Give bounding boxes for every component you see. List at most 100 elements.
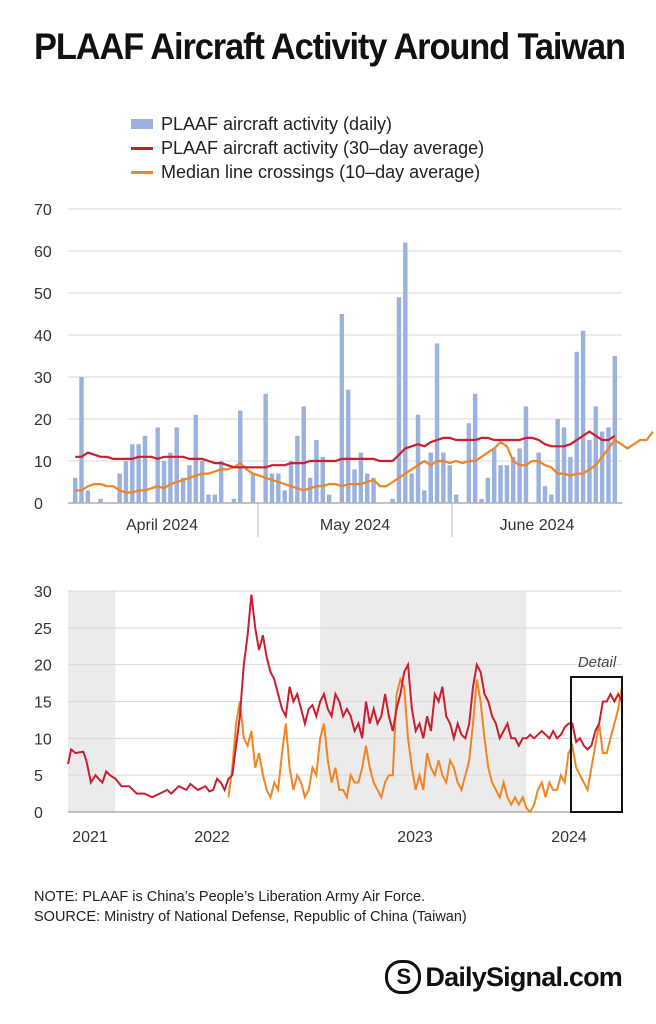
detail-box [570,676,623,813]
daily-bar [396,297,402,503]
legend-item-daily: PLAAF aircraft activity (daily) [131,112,484,136]
legend-item-median: Median line crossings (10–day average) [131,160,484,184]
daily-bar [485,477,491,503]
avg30-line [75,430,616,469]
daily-bar [580,330,586,503]
y-tick-label: 40 [34,328,52,345]
daily-bar [85,490,91,503]
daily-bar [161,461,167,503]
daily-bar [517,448,522,503]
daily-bar [453,494,459,503]
daily-bar [339,314,345,503]
daily-bar [390,498,395,503]
month-label: June 2024 [500,517,575,534]
daily-bar [250,473,256,503]
daily-bar [428,452,433,503]
daily-signal-logo: S DailySignal.com [385,960,623,994]
daily-bar [409,473,414,503]
footnote: NOTE: PLAAF is China’s People’s Liberati… [34,887,467,927]
daily-bar [549,494,554,503]
daily-bar [320,456,326,503]
legend-swatch-daily [131,119,153,129]
daily-bar [574,351,579,503]
daily-bar [282,490,287,503]
daily-bar [180,477,186,503]
daily-bar [466,423,472,503]
daily-bar [587,440,592,503]
legend: PLAAF aircraft activity (daily) PLAAF ai… [131,112,484,184]
daily-bar [504,465,510,503]
y-tick-label: 30 [34,584,52,601]
y-tick-label: 20 [34,412,52,429]
median-line [75,430,654,494]
daily-bar [142,435,148,503]
daily-bar [568,456,573,503]
daily-bar [187,465,192,503]
daily-bar [447,465,452,503]
daily-bar [269,473,275,503]
daily-bar [326,494,332,503]
y-tick-label: 20 [34,658,52,675]
y-tick-label: 70 [34,202,52,219]
daily-activity-chart: 0 10 20 30 40 50 60 70 April 2024 May 2024 June 20… [34,202,654,537]
daily-bar [276,473,281,503]
longterm-activity-chart: 0 5 10 15 20 25 30 Detail 2021 2022 2023 2024 [34,584,623,846]
daily-bar [314,440,319,503]
x-tick-label: 2024 [551,829,587,846]
daily-bar [295,435,300,503]
daily-bar [434,343,440,503]
daily-bar [606,427,611,503]
month-label: May 2024 [320,517,390,534]
y-tick-label: 0 [34,496,43,513]
y-tick-label: 10 [34,454,52,471]
daily-bar [358,452,364,503]
legend-swatch-avg30 [131,146,153,150]
y-tick-label: 25 [34,621,52,638]
daily-bar [155,427,160,503]
daily-bar [168,452,173,503]
daily-bar [599,431,605,503]
x-tick-label: 2023 [397,829,433,846]
daily-bar [498,465,503,503]
daily-bar [263,393,268,503]
daily-bar [212,494,218,503]
daily-bar [199,461,205,503]
daily-bar [612,356,618,503]
y-tick-label: 50 [34,286,52,303]
daily-bar [117,473,122,503]
median-longterm-line [227,676,623,814]
daily-bar [555,419,560,503]
legend-swatch-median [131,170,153,174]
daily-bar [123,461,129,503]
daily-bar [238,410,243,503]
y-tick-label: 60 [34,244,52,261]
daily-bar [218,461,224,503]
y-tick-label: 15 [34,695,52,712]
daily-bar [472,393,478,503]
logo-mark: S [385,960,422,994]
daily-bar [345,389,351,503]
legend-label-median: Median line crossings (10–day average) [161,161,481,182]
legend-label-daily: PLAAF aircraft activity (daily) [161,113,393,134]
daily-bar [206,494,211,503]
daily-bar [231,498,237,503]
daily-bar [130,444,135,503]
logo-text: DailySignal.com [425,961,622,992]
daily-bar [479,498,484,503]
daily-bar [174,427,179,503]
avg30-longterm-line [67,594,623,799]
daily-bar [72,477,78,503]
daily-bar [561,427,567,503]
y-tick-label: 30 [34,370,52,387]
daily-bar [307,477,313,503]
daily-bar [542,486,548,503]
daily-bar [288,461,294,503]
daily-bar [422,490,427,503]
daily-bar [536,452,541,503]
daily-bar [364,473,370,503]
daily-bar [79,377,84,503]
daily-bar [352,469,357,503]
daily-bar [415,414,421,503]
daily-bar [593,406,599,503]
daily-bar [136,444,141,503]
